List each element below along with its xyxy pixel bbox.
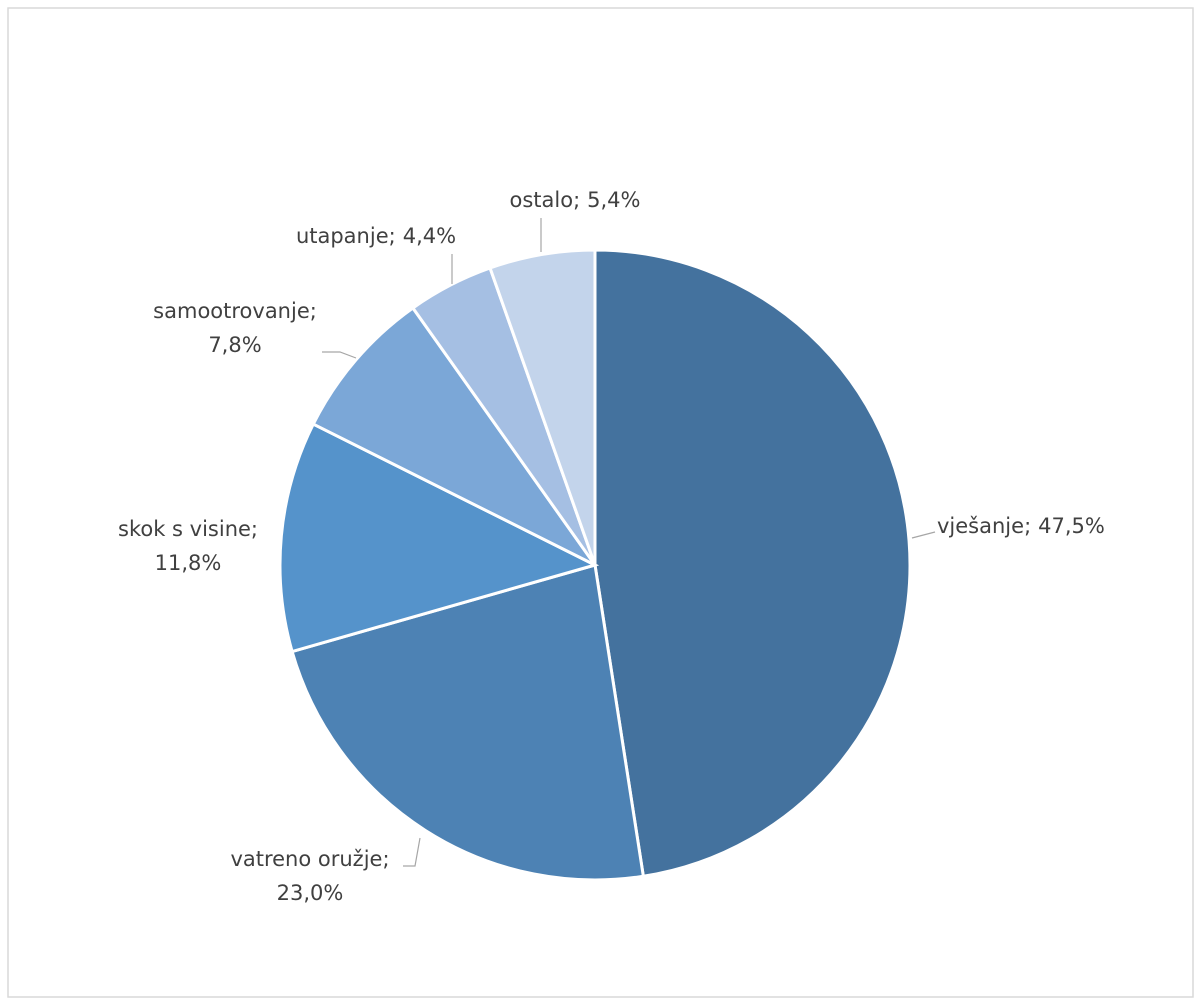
label-separator: ;	[310, 299, 317, 323]
label-value: 4,4%	[403, 224, 456, 248]
pie-slice	[290, 563, 646, 882]
pie-slice	[488, 248, 597, 566]
label-separator: ;	[573, 188, 580, 212]
label-value: 7,8%	[208, 333, 261, 357]
data-label: utapanje; 4,4%	[296, 224, 456, 248]
data-label: skok s visine; 11,8%	[118, 517, 258, 575]
label-separator: ;	[1024, 514, 1031, 538]
data-labels: vješanje; 47,5% vatreno oružje; 23,0% skok s…	[118, 188, 1105, 905]
pie-slice	[278, 422, 600, 654]
label-category: skok s visine	[118, 517, 251, 541]
label-category: vatreno oružje	[230, 847, 382, 871]
pie	[278, 248, 912, 882]
data-label: ostalo; 5,4%	[509, 188, 640, 212]
label-category: vješanje	[937, 514, 1024, 538]
data-label: samootrovanje; 7,8%	[153, 299, 317, 357]
label-value: 5,4%	[587, 188, 640, 212]
leader-line	[403, 837, 421, 867]
label-value: 23,0%	[277, 881, 344, 905]
label-separator: ;	[389, 224, 396, 248]
label-category: samootrovanje	[153, 299, 310, 323]
label-value: 47,5%	[1038, 514, 1105, 538]
pie-slice	[593, 248, 912, 878]
pie-slice	[311, 305, 597, 567]
label-value: 11,8%	[155, 551, 222, 575]
label-separator: ;	[382, 847, 389, 871]
label-separator: ;	[251, 517, 258, 541]
leader-line	[322, 351, 357, 359]
label-category: ostalo	[509, 188, 573, 212]
leader-line	[911, 531, 936, 539]
data-label: vatreno oružje; 23,0%	[230, 847, 389, 905]
data-label: vješanje; 47,5%	[937, 514, 1105, 538]
label-category: utapanje	[296, 224, 389, 248]
